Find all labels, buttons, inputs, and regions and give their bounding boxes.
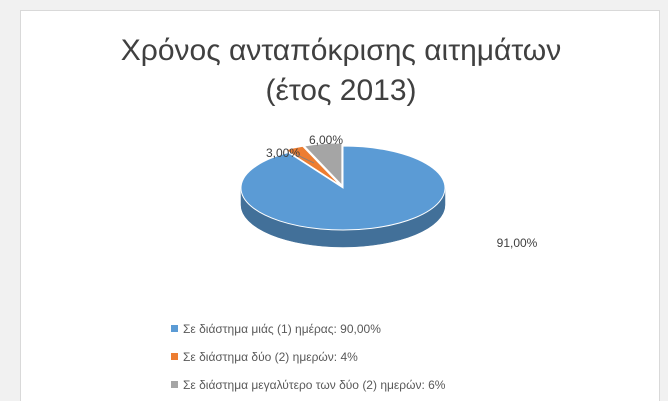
legend-item-one-day: Σε διάστημα μιάς (1) ημέρας: 90,00% xyxy=(171,315,445,343)
data-label-two-days: 3,00% xyxy=(266,146,300,160)
legend-swatch-two-days xyxy=(171,353,178,361)
pie-slice-one-day xyxy=(240,145,446,231)
data-label-one-day: 91,00% xyxy=(497,236,538,250)
legend-label-one-day: Σε διάστημα μιάς (1) ημέρας: 90,00% xyxy=(183,322,381,336)
legend-item-more-than-two-days: Σε διάστημα μεγαλύτερο των δύο (2) ημερώ… xyxy=(171,371,445,399)
leader-line-two-days xyxy=(294,153,315,164)
pie-chart: 91,00% 3,00% 6,00% xyxy=(240,133,538,250)
chart-area: Χρόνος ανταπόκρισης αιτημάτων (έτος 2013… xyxy=(20,10,660,401)
data-label-more-than-two-days: 6,00% xyxy=(309,133,343,147)
legend-label-more-than-two-days: Σε διάστημα μεγαλύτερο των δύο (2) ημερώ… xyxy=(183,378,446,392)
pie-slice-more-than-two-days xyxy=(303,142,343,187)
legend-swatch-more-than-two-days xyxy=(171,381,178,389)
legend-item-two-days: Σε διάστημα δύο (2) ημερών: 4% xyxy=(171,343,445,371)
legend-swatch-one-day xyxy=(171,325,178,333)
chart-title-line-1: Χρόνος ανταπόκρισης αιτημάτων xyxy=(120,34,562,67)
chart-title: Χρόνος ανταπόκρισης αιτημάτων (έτος 2013… xyxy=(21,31,661,111)
legend-label-two-days: Σε διάστημα δύο (2) ημερών: 4% xyxy=(183,350,358,364)
chart-legend: Σε διάστημα μιάς (1) ημέρας: 90,00% Σε δ… xyxy=(171,315,445,399)
chart-title-line-2: (έτος 2013) xyxy=(265,74,417,107)
